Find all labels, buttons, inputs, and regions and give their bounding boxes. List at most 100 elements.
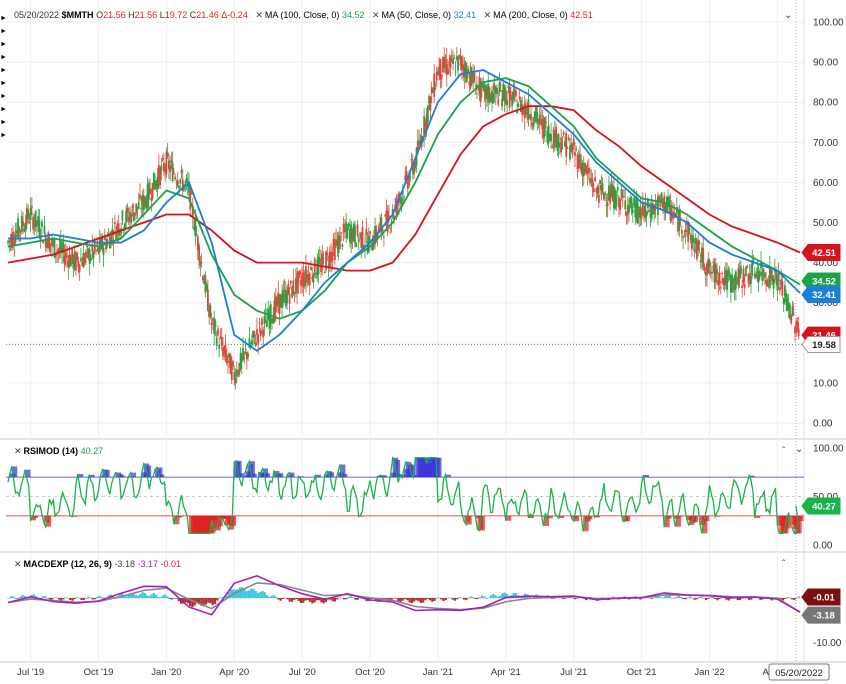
current-date-label: 05/20/2022 (775, 668, 823, 679)
ma200-badge-box (801, 244, 841, 262)
candle-body (103, 235, 106, 241)
x-tick-label: Jan '21 (423, 667, 453, 678)
rsi-oversold-fill (479, 515, 485, 531)
candle-body (296, 272, 299, 294)
candle-body (15, 230, 18, 234)
macd-histogram-bar (168, 598, 171, 600)
candle-body (254, 342, 257, 346)
candle-body (537, 120, 540, 122)
candle-body (205, 284, 208, 290)
remove-macd-icon[interactable]: ✕ (14, 559, 22, 569)
remove-ma100-icon[interactable]: ✕ (255, 10, 263, 20)
candle-body (645, 211, 648, 217)
chevron-down-icon[interactable]: ⌄ (784, 10, 793, 21)
candle-body (155, 180, 158, 187)
macd-histogram-bar (666, 594, 669, 598)
candle-body (717, 280, 720, 286)
macd-histogram-bar (247, 590, 251, 598)
candle-body (780, 279, 783, 286)
candle-body (621, 195, 624, 198)
candle-body (684, 229, 687, 233)
candle-body (703, 265, 706, 271)
macd-histogram-bar (741, 598, 744, 599)
remove-ma200-icon[interactable]: ✕ (483, 10, 492, 20)
chevron-up-icon[interactable]: ˆ (782, 446, 786, 457)
candle-body (486, 88, 488, 98)
high-value: 21.56 (134, 10, 158, 20)
hist-value: -0.01 (160, 559, 182, 569)
signal-line (7, 582, 801, 613)
macd-histogram-bar (14, 598, 17, 599)
macd-histogram-bar (336, 598, 339, 600)
macd-histogram-bar (711, 596, 714, 598)
candle-body (262, 329, 265, 338)
rsi-overbought-fill (288, 472, 295, 478)
macd-histogram-bar (265, 595, 269, 598)
chevron-down-icon[interactable]: ⌄ (795, 444, 804, 455)
candle-body (298, 271, 301, 276)
macd-histogram-bar (299, 598, 303, 604)
macd-histogram-bar (668, 595, 671, 598)
rsi-oversold-fill (177, 515, 184, 517)
macd-histogram-bar (460, 597, 463, 599)
macd-histogram-bar (308, 598, 312, 602)
candle-body (758, 272, 761, 278)
macd-histogram-bar (331, 598, 334, 602)
candle-body (410, 159, 413, 161)
remove-ma50-icon[interactable]: ✕ (371, 10, 380, 20)
macd-histogram-bar (8, 598, 11, 599)
candle-body (269, 304, 272, 323)
chevron-up-icon[interactable]: ˆ (782, 559, 786, 570)
candle-body (210, 322, 213, 325)
candle-body (10, 234, 13, 249)
candle-body (591, 179, 594, 188)
candle-body (440, 74, 443, 79)
rsi-oversold-fill (715, 515, 721, 517)
candle-body (244, 349, 247, 351)
candle-body (209, 305, 212, 318)
macd-histogram-bar (82, 598, 85, 601)
crosshair-badge-box (801, 335, 841, 353)
candle-body (175, 182, 178, 184)
candle-body (683, 233, 686, 235)
macd-histogram-bar (275, 596, 278, 598)
candle-body (198, 245, 200, 262)
candle-body (52, 241, 55, 244)
macd-histogram-bar (143, 592, 146, 598)
macd-histogram-bar (69, 598, 72, 600)
macd-histogram-bar (130, 592, 133, 598)
candle-body (498, 82, 501, 92)
macd-histogram-bar (424, 598, 427, 601)
candle-body (199, 261, 202, 266)
candle-body (526, 112, 529, 115)
candle-body (499, 90, 502, 92)
candle-body (592, 187, 595, 193)
candle-body (437, 70, 439, 75)
macd-histogram-bar (134, 595, 137, 598)
candle-body (746, 265, 749, 268)
candle-body (465, 70, 468, 83)
macd-histogram-bar (46, 598, 49, 599)
macd-histogram-bar (157, 596, 160, 598)
candle-body (644, 201, 647, 218)
rsi-value: 40.27 (80, 446, 104, 456)
candle-body (164, 167, 167, 171)
candle-body (13, 242, 16, 246)
crosshair-badge: 19.58 (812, 340, 836, 351)
candle-body (359, 233, 361, 235)
ma100-badge-box (801, 286, 841, 304)
rsi-overbought-fill (77, 474, 84, 478)
macd-histogram-bar (738, 598, 742, 601)
remove-rsi-icon[interactable]: ✕ (14, 446, 22, 456)
candle-body (371, 246, 374, 251)
macd-histogram-bar (707, 598, 710, 600)
candle-body (34, 210, 37, 228)
left-toolbar[interactable]: ► ► ► ► ► ► ► ► ► ► (0, 12, 7, 142)
macd-histogram-bar (736, 598, 739, 600)
candle-body (790, 315, 793, 324)
candle-body (493, 83, 496, 91)
candle-body (740, 266, 742, 274)
candle-body (195, 233, 198, 236)
candle-body (484, 85, 487, 100)
candle-body (382, 236, 385, 238)
